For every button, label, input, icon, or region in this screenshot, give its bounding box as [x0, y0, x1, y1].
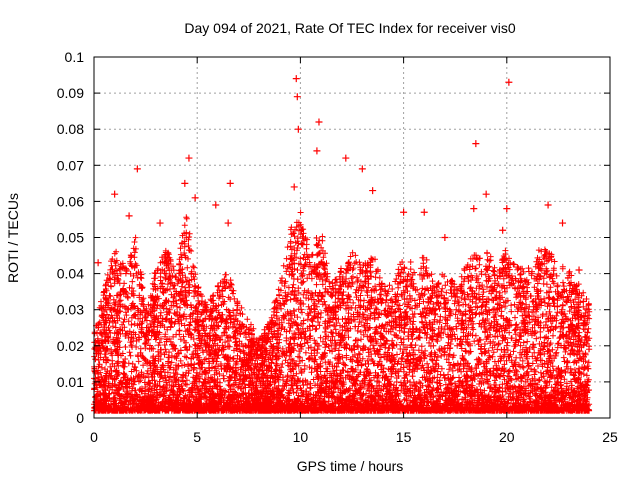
- roti-point-cloud: [91, 209, 593, 414]
- y-tick-label: 0.03: [57, 302, 84, 318]
- roti-point: [133, 165, 141, 173]
- roti-point: [441, 234, 449, 241]
- roti-point: [111, 190, 119, 198]
- roti-point: [226, 179, 234, 187]
- axis-ticks: 0 0.01 0.02 0.03 0.04 0.05 0.06 0.07 0.08 0.09 0.1…: [57, 49, 618, 445]
- y-tick-label: 0.02: [57, 338, 84, 354]
- x-tick-label: 25: [602, 429, 618, 445]
- roti-point: [125, 212, 133, 220]
- x-tick-label: 20: [499, 429, 515, 445]
- y-tick-label: 0.08: [57, 121, 84, 137]
- y-tick-label: 0.09: [57, 85, 84, 101]
- roti-point: [315, 118, 323, 126]
- roti-point: [358, 165, 366, 173]
- roti-point: [294, 125, 302, 133]
- roti-point: [181, 179, 189, 187]
- roti-point: [575, 266, 583, 274]
- roti-point: [400, 208, 408, 216]
- roti-point: [482, 190, 490, 198]
- roti-point: [313, 147, 321, 155]
- roti-point: [156, 219, 164, 227]
- x-tick-label: 5: [193, 429, 201, 445]
- x-axis-label: GPS time / hours: [297, 458, 404, 474]
- roti-point: [185, 154, 193, 162]
- x-tick-label: 10: [293, 429, 309, 445]
- roti-point: [470, 205, 478, 213]
- y-tick-label: 0.05: [57, 230, 84, 246]
- y-tick-label: 0.01: [57, 374, 84, 390]
- roti-point: [290, 183, 298, 191]
- roti-point: [544, 201, 552, 209]
- roti-point: [224, 219, 232, 227]
- y-tick-label: 0.1: [65, 49, 85, 65]
- roti-point: [559, 219, 567, 227]
- roti-point: [265, 324, 273, 332]
- data-points: [91, 75, 593, 414]
- roti-point: [251, 360, 259, 368]
- roti-point: [292, 75, 300, 83]
- y-axis-label: ROTI / TECUs: [5, 193, 21, 283]
- roti-point: [191, 194, 199, 202]
- roti-point: [472, 140, 480, 148]
- x-tick-label: 15: [396, 429, 412, 445]
- roti-point: [342, 154, 350, 162]
- y-tick-label: 0.07: [57, 157, 84, 173]
- roti-point: [420, 208, 428, 216]
- roti-point: [499, 226, 507, 234]
- roti-point: [293, 93, 301, 101]
- x-tick-label: 0: [90, 429, 98, 445]
- y-tick-label: 0.06: [57, 193, 84, 209]
- roti-point: [505, 78, 513, 86]
- roti-point: [503, 205, 511, 213]
- y-tick-label: 0.04: [57, 266, 84, 282]
- y-tick-label: 0: [76, 410, 84, 426]
- roti-point: [212, 201, 220, 209]
- roti-point: [369, 187, 377, 195]
- chart-title: Day 094 of 2021, Rate Of TEC Index for r…: [184, 20, 515, 36]
- roti-point: [94, 259, 102, 267]
